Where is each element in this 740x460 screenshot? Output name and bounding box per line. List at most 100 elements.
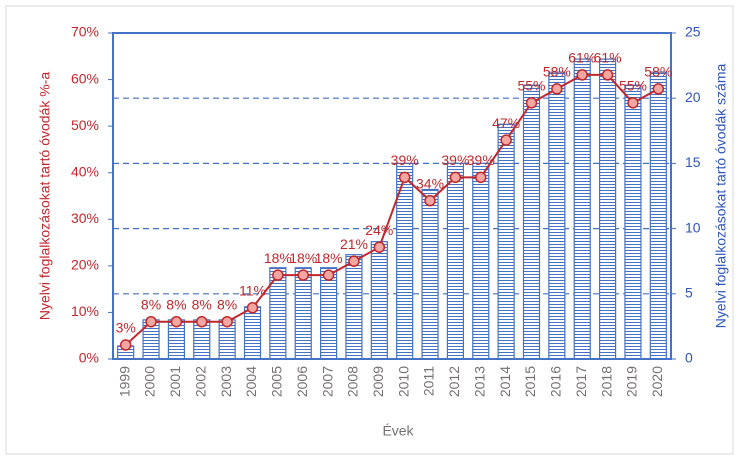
data-label: 61% (594, 50, 622, 66)
data-label: 3% (116, 320, 136, 336)
y2-tick-label: 5 (685, 285, 693, 301)
marker (601, 69, 614, 81)
y2-tick-label: 25 (685, 24, 701, 40)
y2-tick-label: 0 (685, 350, 693, 366)
marker (576, 69, 588, 81)
bar (370, 241, 388, 360)
bar (497, 123, 515, 360)
y-axis-label: Nyelvi foglalkozásokat tartó óvodák %-a (37, 72, 53, 320)
data-label: 8% (217, 296, 237, 312)
bar (446, 162, 465, 360)
data-label: 39% (441, 152, 469, 168)
marker (525, 97, 538, 109)
x-tick-label: 2018 (598, 366, 614, 397)
marker (398, 171, 411, 184)
data-label: 55% (517, 78, 545, 94)
data-label: 55% (619, 78, 647, 94)
y2-axis-label: Nyelvi foglalkozásokat tartó óvodák szám… (713, 64, 729, 329)
bar (649, 71, 667, 360)
data-label: 8% (192, 296, 212, 312)
data-label: 18% (289, 250, 317, 266)
x-tick-label: 2012 (446, 366, 462, 397)
marker (119, 339, 132, 351)
x-tick-label: 2019 (624, 366, 640, 397)
bar (598, 58, 617, 360)
data-label: 47% (492, 115, 520, 131)
marker (500, 134, 512, 146)
marker (652, 83, 665, 95)
marker (246, 302, 259, 314)
x-tick-label: 2014 (497, 366, 513, 397)
bar (421, 188, 439, 360)
bar (472, 162, 490, 360)
data-label: 39% (467, 152, 495, 168)
x-tick-label: 2010 (395, 366, 411, 397)
marker (170, 315, 183, 328)
y-tick-label: 10% (71, 303, 99, 319)
marker (196, 315, 208, 328)
data-label: 58% (543, 64, 571, 80)
x-tick-label: 2020 (649, 366, 665, 397)
marker (297, 269, 309, 281)
data-label: 58% (644, 64, 672, 80)
x-tick-label: 2000 (142, 366, 158, 397)
line (125, 73, 659, 346)
x-tick-label: 2016 (548, 366, 564, 397)
x-tick-label: 2002 (192, 366, 208, 397)
y-tick-label: 0% (79, 350, 99, 366)
y2-tick-label: 20 (685, 89, 701, 105)
bar (243, 306, 262, 360)
x-tick-label: 2006 (294, 366, 310, 397)
x-tick-label: 2001 (167, 366, 183, 397)
data-label: 21% (340, 236, 368, 252)
x-axis-label: Évek (382, 423, 414, 439)
x-tick-label: 2017 (573, 366, 589, 397)
data-label: 18% (315, 250, 343, 266)
y-tick-label: 70% (71, 24, 99, 40)
data-label: 8% (166, 296, 186, 312)
y2-tick-label: 15 (685, 154, 701, 170)
marker (145, 315, 157, 328)
x-tick-label: 2008 (345, 366, 361, 397)
bar (294, 267, 312, 360)
data-label: 34% (416, 175, 444, 191)
marker (475, 171, 487, 184)
y2-tick-label: 10 (685, 219, 701, 235)
bar (319, 267, 338, 360)
marker (627, 97, 639, 109)
x-tick-label: 2009 (370, 366, 386, 397)
x-tick-label: 2005 (269, 366, 285, 397)
marker (373, 241, 386, 253)
marker (551, 83, 563, 95)
bar (548, 71, 566, 360)
y-tick-label: 60% (71, 70, 99, 86)
data-label: 18% (264, 250, 292, 266)
x-tick-label: 2003 (218, 366, 234, 397)
data-label: 61% (568, 50, 596, 66)
y-tick-label: 30% (71, 210, 99, 226)
marker (449, 171, 462, 184)
data-label: 39% (391, 152, 419, 168)
y-tick-label: 50% (71, 117, 99, 133)
x-tick-label: 1999 (116, 366, 132, 397)
plot-frame (112, 32, 672, 360)
marker (424, 194, 436, 207)
x-tick-label: 2011 (421, 366, 437, 396)
bar (522, 84, 541, 360)
y-tick-label: 40% (71, 163, 99, 179)
marker (272, 269, 284, 281)
y-tick-label: 20% (71, 257, 99, 273)
data-label: 8% (141, 296, 161, 312)
data-label: 11% (239, 282, 266, 298)
x-tick-label: 2013 (471, 366, 487, 397)
x-tick-label: 2015 (522, 366, 538, 397)
marker (348, 255, 360, 267)
bar (345, 254, 363, 360)
bar (573, 58, 591, 360)
marker (221, 315, 233, 328)
bar (624, 84, 642, 360)
x-tick-label: 2007 (319, 366, 335, 397)
data-label: 24% (365, 222, 393, 238)
marker (322, 269, 335, 281)
